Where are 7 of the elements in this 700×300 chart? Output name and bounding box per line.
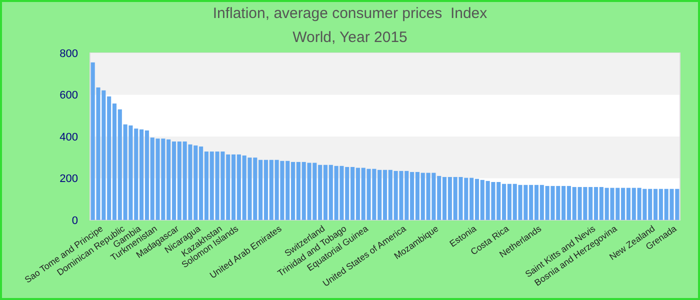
y-tick-label: 600 bbox=[60, 90, 78, 102]
y-tick-label: 400 bbox=[60, 131, 78, 144]
chart-title: Inflation, average consumer prices Index bbox=[212, 5, 488, 22]
y-tick-label: 800 bbox=[60, 48, 78, 60]
y-tick-label: 0 bbox=[72, 214, 78, 227]
y-tick-label: 200 bbox=[60, 173, 78, 186]
chart-subtitle: World, Year 2015 bbox=[292, 29, 408, 46]
